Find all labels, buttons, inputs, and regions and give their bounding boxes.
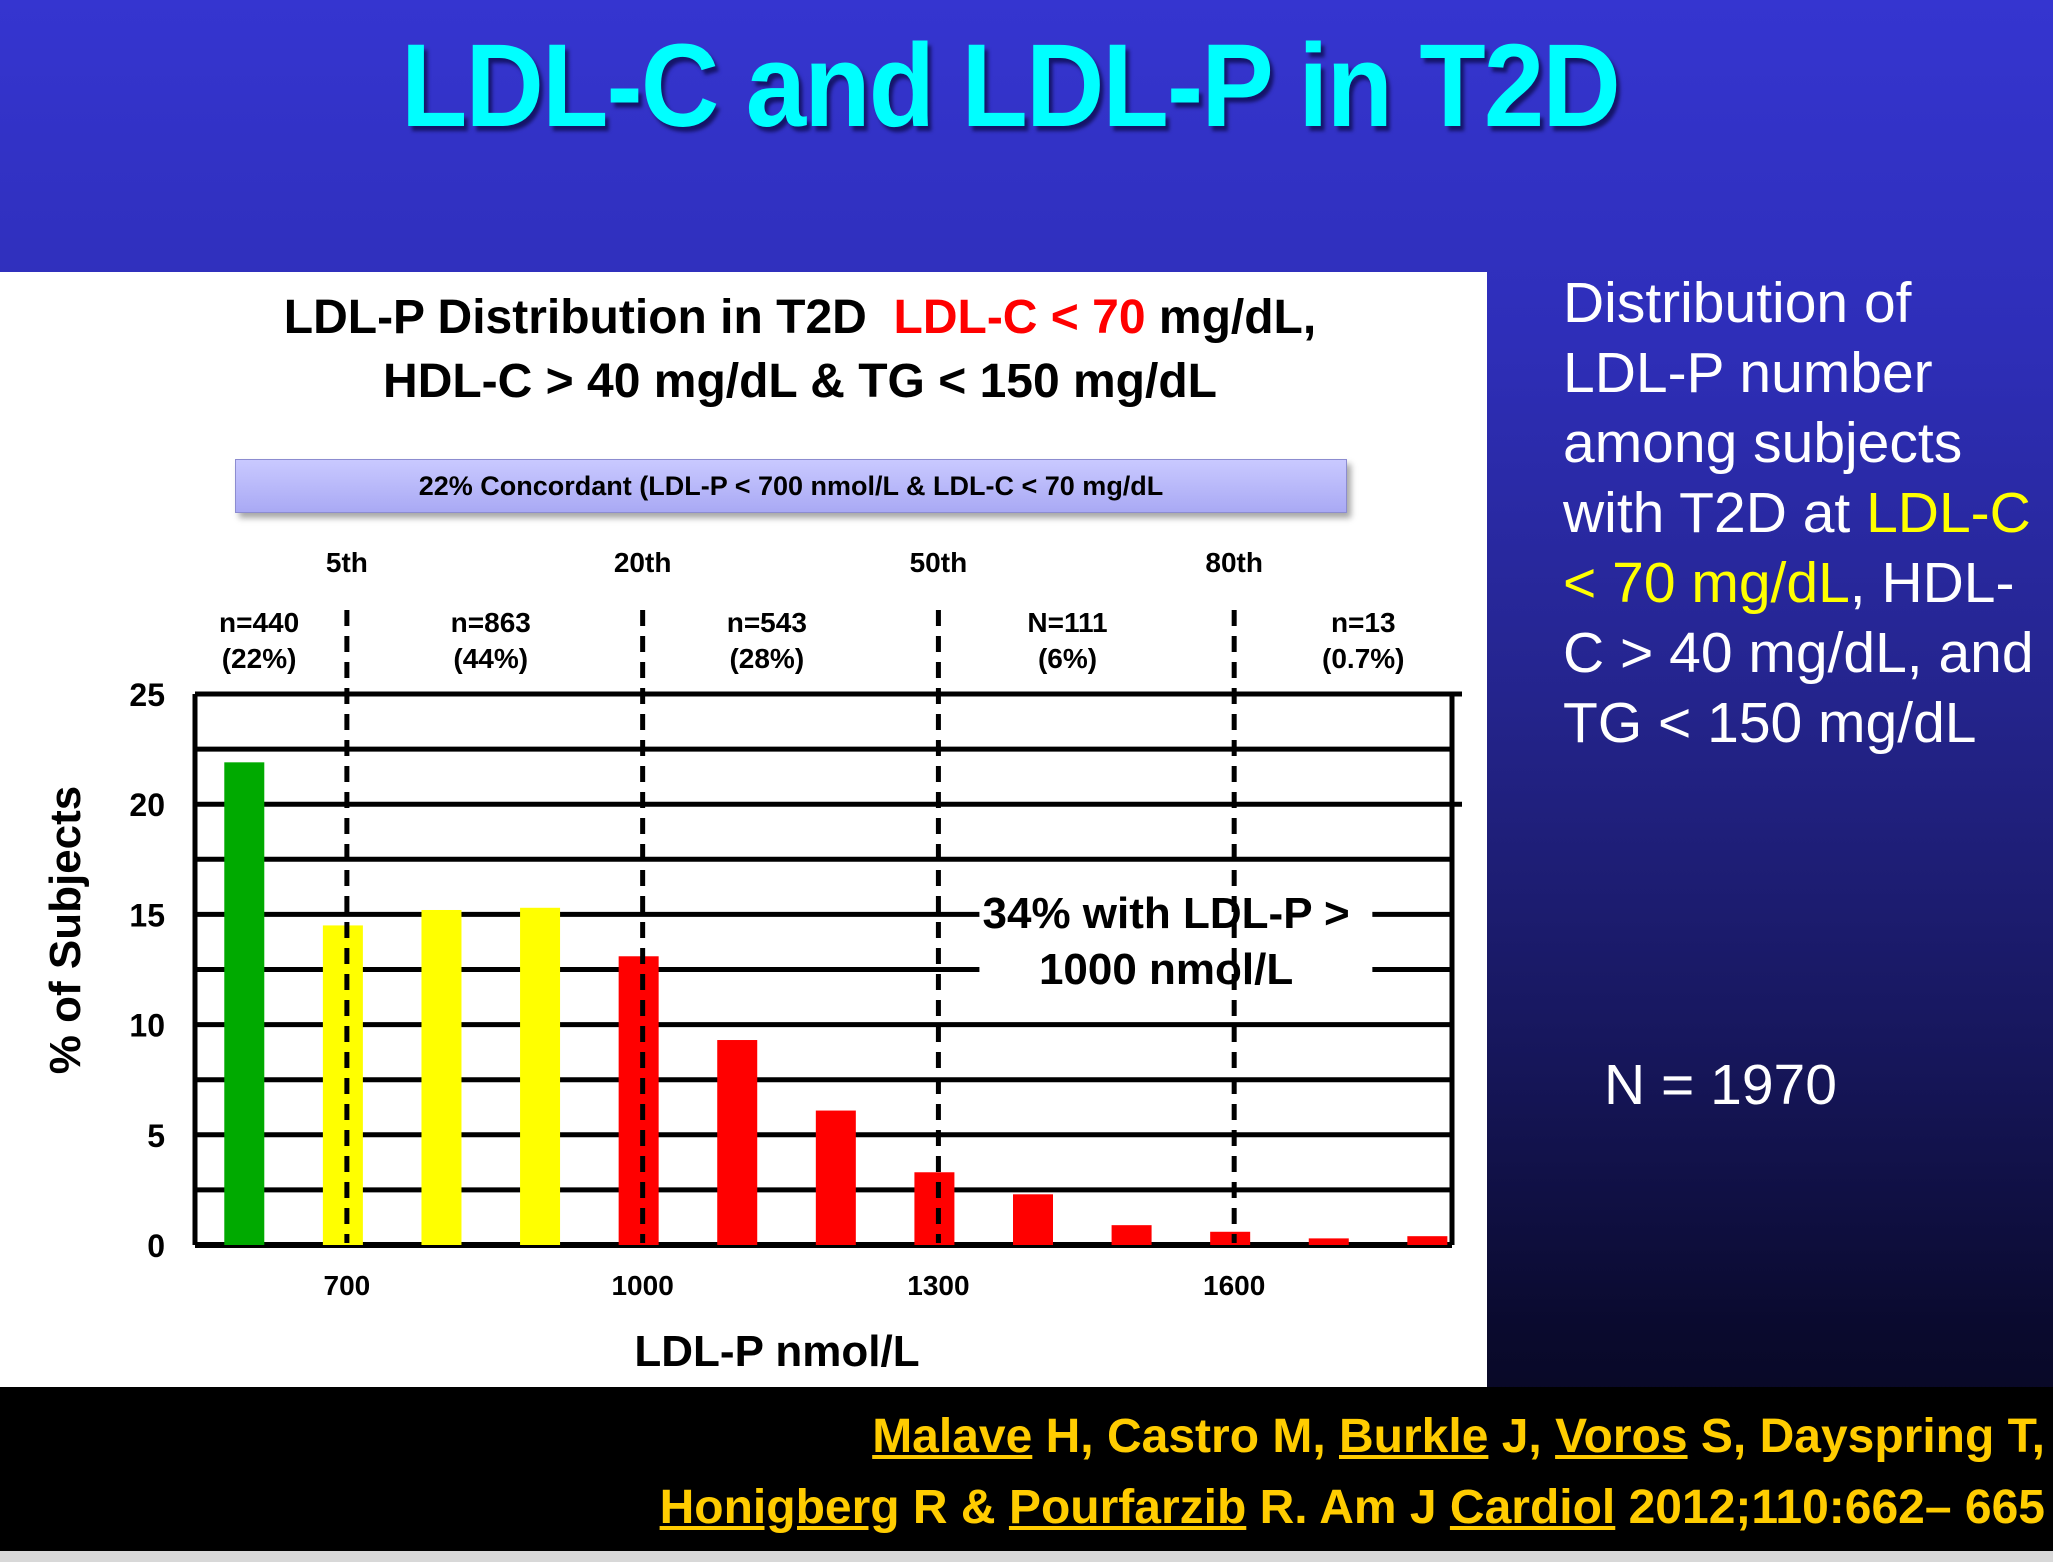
chart-title-line1: LDL-P Distribution in T2D LDL-C < 70 mg/… [0, 286, 1600, 350]
citation-author-underlined: Pourfarzib [1008, 1481, 1247, 1534]
side-text-part2: , HDL-C > 40 mg/dL, and TG < 150 mg/dL [1563, 551, 2034, 755]
y-tick-label: 5 [147, 1118, 165, 1154]
percentile-label: 80th [1205, 547, 1263, 578]
citation-text: S, [1687, 1410, 1760, 1463]
side-text-highlight: LDL-C < 70 mg/dL [1563, 481, 2031, 615]
sample-size: N = 1970 [1604, 1053, 1837, 1117]
bar [1210, 1231, 1251, 1245]
concordant-banner: 22% Concordant (LDL-P < 700 nmol/L & LDL… [235, 459, 1347, 513]
bar-chart: 0 5 10 15 20 25 5th 20th 50th 80th n=440 (22%) n=863… [41, 547, 1462, 1376]
percentile-label: 50th [910, 547, 968, 578]
annotation-line2: 1000 nmol/L [1039, 945, 1293, 994]
y-tick-label: 25 [129, 677, 165, 713]
citation-text: Dayspring T, [1759, 1410, 2045, 1463]
citation-text: J, [1488, 1410, 1556, 1463]
citation-author-underlined: Burkle [1339, 1410, 1489, 1463]
bar [421, 909, 462, 1245]
citation-author-underlined: Voros [1555, 1410, 1688, 1463]
y-tick-label: 0 [147, 1228, 165, 1264]
bar [1308, 1238, 1349, 1245]
chart-panel: LDL-P Distribution in T2D LDL-C < 70 mg/… [0, 272, 1487, 1387]
x-tick-label: 1600 [1203, 1270, 1265, 1301]
bar [815, 1110, 856, 1245]
bar [322, 925, 363, 1245]
citation-text: R. Am J [1246, 1481, 1450, 1534]
citation-line-2: Honigberg R & Pourfarzib R. Am J Cardiol… [245, 1480, 2045, 1535]
y-axis-label: % of Subjects [41, 786, 90, 1075]
group-count: n=543 [727, 607, 807, 638]
y-tick-label: 15 [129, 897, 165, 933]
bar [1111, 1225, 1152, 1245]
percentile-label: 5th [326, 547, 368, 578]
group-percent: (44%) [453, 643, 528, 674]
bar [914, 1172, 955, 1245]
bar [1407, 1236, 1448, 1245]
x-tick-label: 1000 [611, 1270, 673, 1301]
group-percent: (6%) [1038, 643, 1097, 674]
chart-title-prefix: LDL-P Distribution in T2D [283, 291, 894, 344]
chart-title-line2: HDL-C > 40 mg/dL & TG < 150 mg/dL [383, 355, 1217, 408]
citation-author-underlined: Malave [872, 1410, 1033, 1463]
x-tick-label: 700 [324, 1270, 371, 1301]
citation-text: H, [1032, 1410, 1107, 1463]
citation-text: R & [899, 1481, 1009, 1534]
y-tick-label: 10 [129, 1008, 165, 1044]
citation-author-underlined: Cardiol [1449, 1481, 1616, 1534]
group-percent: (28%) [729, 643, 804, 674]
group-percent: (22%) [222, 643, 297, 674]
y-tick-label: 20 [129, 787, 165, 823]
group-count: n=440 [219, 607, 299, 638]
bar [224, 762, 265, 1245]
bar [717, 1040, 758, 1245]
annotation-background [979, 892, 1373, 1012]
citation-author-underlined: Honigberg [659, 1481, 900, 1534]
chart-title: LDL-P Distribution in T2D LDL-C < 70 mg/… [0, 286, 1600, 414]
bottom-strip [0, 1551, 2053, 1562]
citation-text: Castro M, [1106, 1410, 1339, 1463]
citation-line-1: Malave H, Castro M, Burkle J, Voros S, D… [245, 1409, 2045, 1464]
bar [618, 956, 659, 1245]
side-description: Distribution of LDL-P number among subje… [1563, 268, 2043, 758]
chart-title-red: LDL-C < 70 [893, 291, 1146, 344]
chart-title-suffix: mg/dL, [1145, 291, 1317, 344]
group-count: N=111 [1027, 607, 1107, 638]
x-tick-label: 1300 [907, 1270, 969, 1301]
citation-footer: Malave H, Castro M, Burkle J, Voros S, D… [0, 1387, 2053, 1551]
bar [1013, 1194, 1053, 1245]
group-percent: (0.7%) [1322, 643, 1404, 674]
group-count: n=13 [1331, 607, 1396, 638]
side-text-part1: Distribution of LDL-P number among subje… [1563, 271, 1963, 545]
slide-title: LDL-C and LDL-P in T2D [401, 20, 1621, 152]
bar [520, 907, 561, 1245]
citation-text: 2012;110:662– 665 [1615, 1481, 2045, 1534]
annotation-line1: 34% with LDL-P > [983, 889, 1350, 938]
percentile-label: 20th [614, 547, 672, 578]
group-count: n=863 [451, 607, 531, 638]
x-axis-label: LDL-P nmol/L [634, 1327, 919, 1376]
